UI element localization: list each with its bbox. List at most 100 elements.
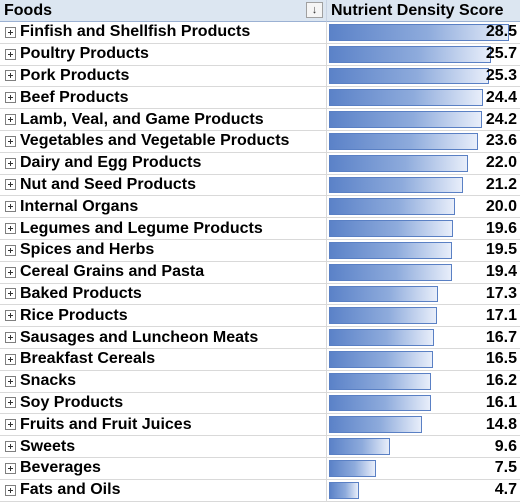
expand-plus-icon[interactable] bbox=[5, 48, 16, 60]
score-cell[interactable]: 22.0 bbox=[326, 152, 520, 174]
food-category-cell[interactable]: Internal Organs bbox=[0, 196, 326, 217]
column-header-foods[interactable]: Foods ↓ bbox=[0, 0, 326, 22]
expand-plus-icon[interactable] bbox=[5, 484, 16, 496]
table-row[interactable]: Beverages 7.5 bbox=[0, 457, 520, 480]
table-row[interactable]: Beef Products 24.4 bbox=[0, 87, 520, 110]
table-row[interactable]: Snacks 16.2 bbox=[0, 370, 520, 393]
food-category-cell[interactable]: Sausages and Luncheon Meats bbox=[0, 327, 326, 348]
food-category-cell[interactable]: Cereal Grains and Pasta bbox=[0, 262, 326, 283]
expand-plus-icon[interactable] bbox=[5, 92, 16, 104]
expand-plus-icon[interactable] bbox=[5, 332, 16, 344]
food-category-cell[interactable]: Pork Products bbox=[0, 66, 326, 87]
expand-plus-icon[interactable] bbox=[5, 179, 16, 191]
food-category-cell[interactable]: Breakfast Cereals bbox=[0, 349, 326, 370]
sort-descending-icon[interactable]: ↓ bbox=[306, 2, 323, 18]
score-cell[interactable]: 28.5 bbox=[326, 22, 520, 43]
expand-plus-icon[interactable] bbox=[5, 244, 16, 256]
food-category-cell[interactable]: Soy Products bbox=[0, 393, 326, 414]
table-row[interactable]: Fruits and Fruit Juices 14.8 bbox=[0, 414, 520, 437]
expand-plus-icon[interactable] bbox=[5, 310, 16, 322]
score-cell[interactable]: 19.4 bbox=[326, 261, 520, 283]
score-cell[interactable]: 20.0 bbox=[326, 196, 520, 218]
expand-plus-icon[interactable] bbox=[5, 201, 16, 213]
score-cell[interactable]: 24.2 bbox=[326, 109, 520, 130]
expand-plus-icon[interactable] bbox=[5, 266, 16, 278]
table-row[interactable]: Vegetables and Vegetable Products 23.6 bbox=[0, 130, 520, 153]
table-row[interactable]: Sausages and Luncheon Meats 16.7 bbox=[0, 327, 520, 349]
food-category-cell[interactable]: Beverages bbox=[0, 458, 326, 479]
score-cell[interactable]: 9.6 bbox=[326, 436, 520, 457]
score-cell[interactable]: 24.4 bbox=[326, 87, 520, 109]
table-row[interactable]: Legumes and Legume Products 19.6 bbox=[0, 218, 520, 240]
score-cell[interactable]: 25.7 bbox=[326, 43, 520, 65]
food-category-cell[interactable]: Snacks bbox=[0, 371, 326, 392]
food-category-cell[interactable]: Vegetables and Vegetable Products bbox=[0, 131, 326, 152]
table-row[interactable]: Cereal Grains and Pasta 19.4 bbox=[0, 261, 520, 284]
score-cell[interactable]: 4.7 bbox=[326, 479, 520, 501]
score-cell[interactable]: 14.8 bbox=[326, 414, 520, 436]
score-cell[interactable]: 19.5 bbox=[326, 239, 520, 261]
food-category-cell[interactable]: Nut and Seed Products bbox=[0, 175, 326, 196]
expand-plus-icon[interactable] bbox=[5, 441, 16, 453]
food-category-cell[interactable]: Rice Products bbox=[0, 305, 326, 326]
score-cell[interactable]: 25.3 bbox=[326, 65, 520, 87]
score-cell[interactable]: 16.2 bbox=[326, 370, 520, 392]
food-category-cell[interactable]: Beef Products bbox=[0, 87, 326, 108]
food-category-label: Fats and Oils bbox=[20, 481, 121, 499]
expand-plus-icon[interactable] bbox=[5, 223, 16, 235]
food-category-cell[interactable]: Finfish and Shellfish Products bbox=[0, 22, 326, 43]
food-category-cell[interactable]: Fats and Oils bbox=[0, 480, 326, 501]
table-row[interactable]: Breakfast Cereals 16.5 bbox=[0, 348, 520, 371]
data-bar bbox=[329, 394, 431, 412]
score-cell[interactable]: 16.5 bbox=[326, 348, 520, 370]
score-value: 20.0 bbox=[485, 197, 517, 215]
data-bar bbox=[329, 481, 359, 499]
score-cell[interactable]: 7.5 bbox=[326, 457, 520, 479]
food-category-cell[interactable]: Dairy and Egg Products bbox=[0, 153, 326, 174]
column-header-score[interactable]: Nutrient Density Score bbox=[326, 0, 520, 22]
expand-plus-icon[interactable] bbox=[5, 419, 16, 431]
table-row[interactable]: Nut and Seed Products 21.2 bbox=[0, 174, 520, 197]
table-row[interactable]: Poultry Products 25.7 bbox=[0, 43, 520, 66]
expand-plus-icon[interactable] bbox=[5, 114, 16, 126]
score-cell[interactable]: 21.2 bbox=[326, 174, 520, 196]
score-cell[interactable]: 17.3 bbox=[326, 283, 520, 305]
food-category-cell[interactable]: Lamb, Veal, and Game Products bbox=[0, 109, 326, 130]
food-category-label: Legumes and Legume Products bbox=[20, 219, 263, 237]
expand-plus-icon[interactable] bbox=[5, 375, 16, 387]
table-row[interactable]: Internal Organs 20.0 bbox=[0, 196, 520, 219]
expand-plus-icon[interactable] bbox=[5, 397, 16, 409]
table-row[interactable]: Lamb, Veal, and Game Products 24.2 bbox=[0, 109, 520, 131]
score-value: 24.4 bbox=[485, 88, 517, 106]
food-category-cell[interactable]: Sweets bbox=[0, 436, 326, 457]
table-row[interactable]: Sweets 9.6 bbox=[0, 436, 520, 458]
expand-plus-icon[interactable] bbox=[5, 26, 16, 38]
score-cell[interactable]: 17.1 bbox=[326, 305, 520, 327]
table-row[interactable]: Rice Products 17.1 bbox=[0, 305, 520, 328]
expand-plus-icon[interactable] bbox=[5, 157, 16, 169]
table-row[interactable]: Spices and Herbs 19.5 bbox=[0, 239, 520, 262]
expand-plus-icon[interactable] bbox=[5, 288, 16, 300]
expand-plus-icon[interactable] bbox=[5, 135, 16, 147]
food-category-cell[interactable]: Legumes and Legume Products bbox=[0, 218, 326, 239]
score-cell[interactable]: 16.7 bbox=[326, 327, 520, 348]
expand-plus-icon[interactable] bbox=[5, 462, 16, 474]
score-value: 16.7 bbox=[485, 328, 517, 346]
table-row[interactable]: Fats and Oils 4.7 bbox=[0, 479, 520, 502]
score-cell[interactable]: 16.1 bbox=[326, 392, 520, 414]
table-row[interactable]: Pork Products 25.3 bbox=[0, 65, 520, 88]
table-row[interactable]: Finfish and Shellfish Products 28.5 bbox=[0, 22, 520, 44]
expand-plus-icon[interactable] bbox=[5, 353, 16, 365]
table-row[interactable]: Dairy and Egg Products 22.0 bbox=[0, 152, 520, 175]
expand-plus-icon[interactable] bbox=[5, 70, 16, 82]
table-row[interactable]: Soy Products 16.1 bbox=[0, 392, 520, 415]
food-category-cell[interactable]: Spices and Herbs bbox=[0, 240, 326, 261]
food-category-cell[interactable]: Poultry Products bbox=[0, 44, 326, 65]
score-cell[interactable]: 23.6 bbox=[326, 130, 520, 152]
score-cell[interactable]: 19.6 bbox=[326, 218, 520, 239]
table-row[interactable]: Baked Products 17.3 bbox=[0, 283, 520, 306]
food-category-cell[interactable]: Fruits and Fruit Juices bbox=[0, 414, 326, 435]
food-category-cell[interactable]: Baked Products bbox=[0, 284, 326, 305]
food-category-label: Nut and Seed Products bbox=[20, 175, 197, 193]
pivot-rows: Finfish and Shellfish Products 28.5 Poultr… bbox=[0, 22, 520, 502]
